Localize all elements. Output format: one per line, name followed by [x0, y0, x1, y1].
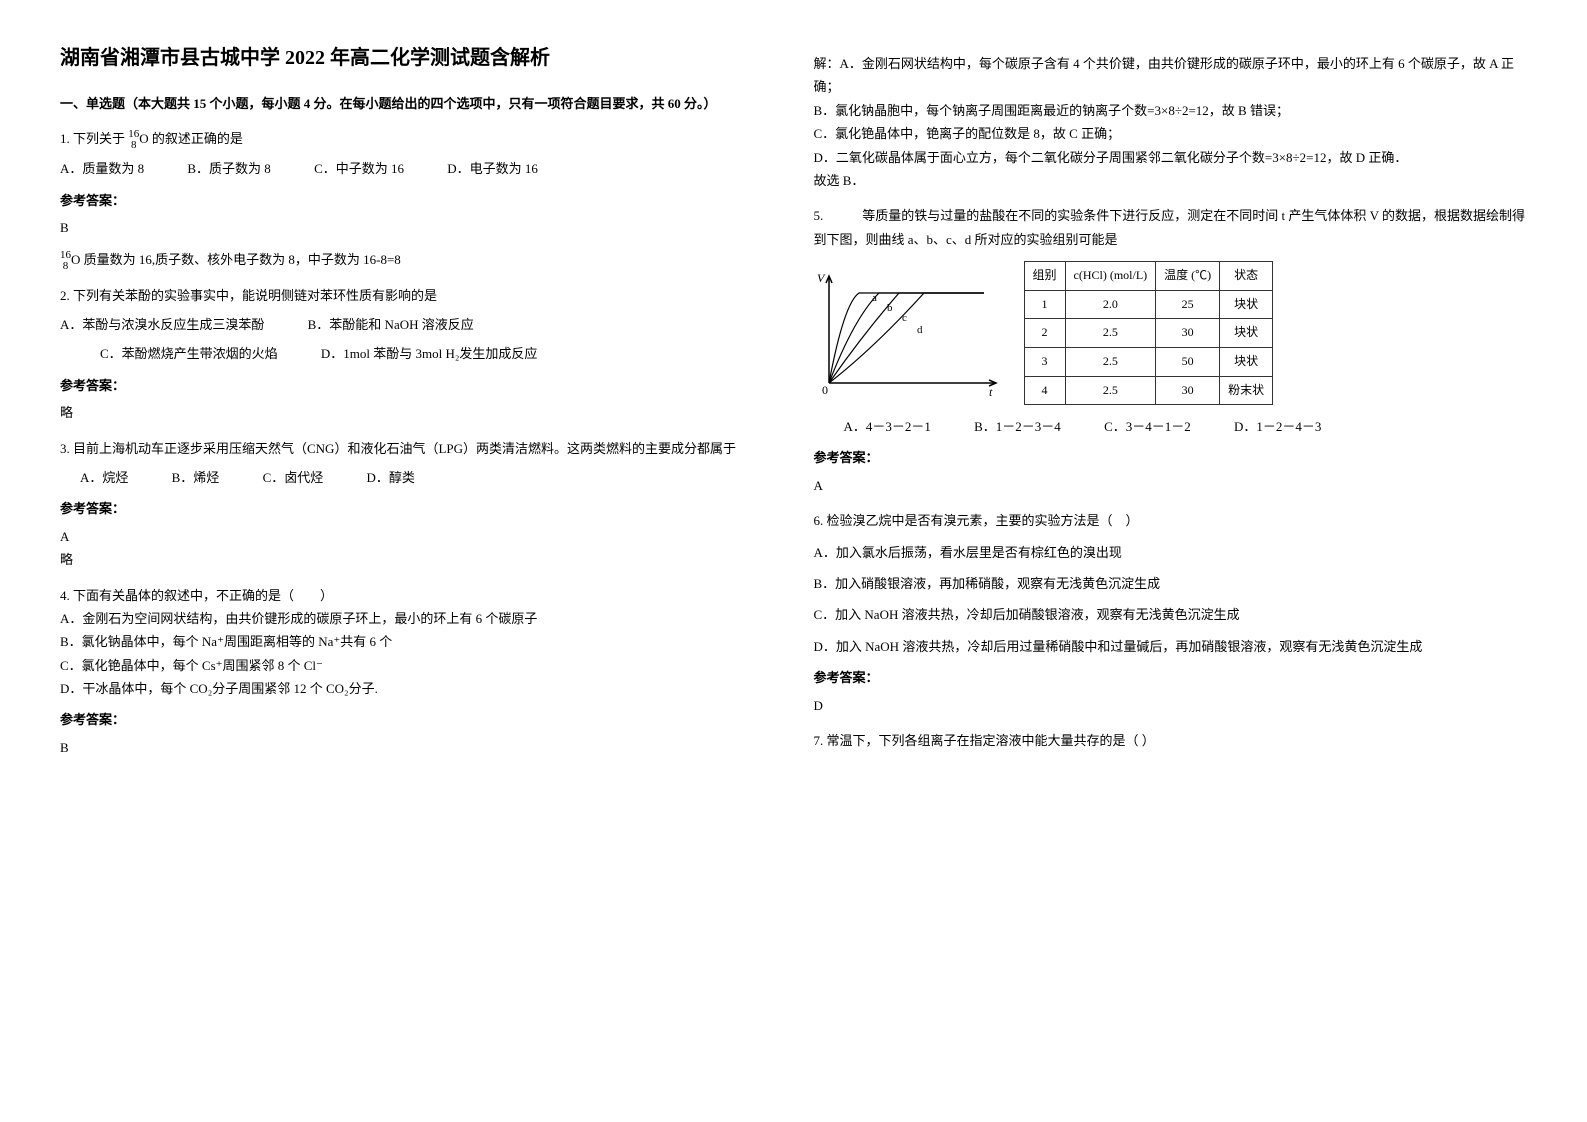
q5-answer: A — [814, 474, 1528, 497]
svg-text:0: 0 — [822, 383, 828, 397]
th-concentration: c(HCl) (mol/L) — [1065, 262, 1156, 291]
q2-text: 2. 下列有关苯酚的实验事实中，能说明侧链对苯环性质有影响的是 — [60, 284, 774, 307]
page-title: 湖南省湘潭市县古城中学 2022 年高二化学测试题含解析 — [60, 40, 774, 76]
q4-opt-a: A．金刚石为空间网状结构，由共价键形成的碳原子环上，最小的环上有 6 个碳原子 — [60, 607, 774, 630]
q3-explain: 略 — [60, 548, 774, 571]
question-5: 5. 等质量的铁与过量的盐酸在不同的实验条件下进行反应，测定在不同时间 t 产生… — [814, 204, 1528, 497]
th-group: 组别 — [1024, 262, 1065, 291]
q5-answer-label: 参考答案： — [814, 446, 1528, 469]
table-cell: 块状 — [1220, 290, 1273, 319]
q1-opt-d: D．电子数为 16 — [447, 157, 538, 180]
q4-explanation: 解：A．金刚石网状结构中，每个碳原子含有 4 个共价键，由共价键形成的碳原子环中… — [814, 52, 1528, 192]
q1-explain: 168O ¹⁶₈O 质量数为 16,质子数、核外电子数为 8，中子数为 16-8… — [60, 248, 774, 272]
q5-text: 5. 等质量的铁与过量的盐酸在不同的实验条件下进行反应，测定在不同时间 t 产生… — [814, 204, 1528, 251]
q3-answer: A — [60, 525, 774, 548]
section-header: 一、单选题（本大题共 15 个小题，每小题 4 分。在每小题给出的四个选项中，只… — [60, 92, 774, 115]
table-cell: 1 — [1024, 290, 1065, 319]
question-4: 4. 下面有关晶体的叙述中，不正确的是（ ） A．金刚石为空间网状结构，由共价键… — [60, 584, 774, 760]
q1-opt-a: A．质量数为 8 — [60, 157, 144, 180]
q6-opt-a: A．加入氯水后振荡，看水层里是否有棕红色的溴出现 — [814, 541, 1528, 564]
q1-text: 1. 下列关于 168O 的叙述正确的是 — [60, 127, 774, 151]
table-row: 32.550块状 — [1024, 347, 1273, 376]
table-cell: 2.5 — [1065, 347, 1156, 376]
q5-opt-a: A．4－3－2－1 — [844, 415, 931, 438]
q3-answer-label: 参考答案： — [60, 497, 774, 520]
q3-opt-b: B．烯烃 — [172, 466, 220, 489]
q6-text: 6. 检验溴乙烷中是否有溴元素，主要的实验方法是（ ） — [814, 509, 1528, 532]
q5-opt-c: C．3－4－1－2 — [1104, 415, 1191, 438]
table-row: 12.025块状 — [1024, 290, 1273, 319]
q4-explain-b: B．氯化钠晶胞中，每个钠离子周围距离最近的钠离子个数=3×8÷2=12，故 B … — [814, 99, 1528, 122]
q4-explain-c: C．氯化铯晶体中，铯离子的配位数是 8，故 C 正确； — [814, 122, 1528, 145]
table-cell: 25 — [1156, 290, 1220, 319]
isotope-symbol: 168 — [128, 129, 139, 151]
th-state: 状态 — [1220, 262, 1273, 291]
q1-options: A．质量数为 8 B．质子数为 8 C．中子数为 16 D．电子数为 16 — [60, 157, 774, 180]
th-temperature: 温度 (℃) — [1156, 262, 1220, 291]
question-3: 3. 目前上海机动车正逐步采用压缩天然气（CNG）和液化石油气（LPG）两类清洁… — [60, 437, 774, 572]
q2-opt-a: A．苯酚与浓溴水反应生成三溴苯酚 — [60, 313, 264, 336]
table-row: 42.530粉末状 — [1024, 376, 1273, 405]
q5-line-chart: V t 0 a b c d — [814, 268, 1004, 398]
svg-text:t: t — [989, 385, 993, 398]
table-cell: 30 — [1156, 319, 1220, 348]
table-cell: 50 — [1156, 347, 1220, 376]
q3-opt-c: C．卤代烃 — [263, 466, 324, 489]
q2-opt-d: D．1mol 苯酚与 3mol H₂发生加成反应 — [321, 342, 538, 365]
table-cell: 30 — [1156, 376, 1220, 405]
q5-opt-d: D．1－2－4－3 — [1234, 415, 1321, 438]
question-2: 2. 下列有关苯酚的实验事实中，能说明侧链对苯环性质有影响的是 A．苯酚与浓溴水… — [60, 284, 774, 425]
q6-opt-c: C．加入 NaOH 溶液共热，冷却后加硝酸银溶液，观察有无浅黄色沉淀生成 — [814, 603, 1528, 626]
q2-options: A．苯酚与浓溴水反应生成三溴苯酚 B．苯酚能和 NaOH 溶液反应 — [60, 313, 774, 336]
table-row: 22.530块状 — [1024, 319, 1273, 348]
table-cell: 2 — [1024, 319, 1065, 348]
q2-answer: 略 — [60, 401, 774, 424]
q3-text: 3. 目前上海机动车正逐步采用压缩天然气（CNG）和液化石油气（LPG）两类清洁… — [60, 437, 774, 460]
table-cell: 块状 — [1220, 319, 1273, 348]
q4-explain-d: D．二氧化碳晶体属于面心立方，每个二氧化碳分子周围紧邻二氧化碳分子个数=3×8÷… — [814, 146, 1528, 169]
q6-opt-b: B．加入硝酸银溶液，再加稀硝酸，观察有无浅黄色沉淀生成 — [814, 572, 1528, 595]
q7-text: 7. 常温下，下列各组离子在指定溶液中能大量共存的是（ ） — [814, 729, 1528, 752]
q2-opt-b: B．苯酚能和 NaOH 溶液反应 — [308, 313, 474, 336]
q5-chart-row: V t 0 a b c d — [814, 261, 1528, 405]
q1-opt-c: C．中子数为 16 — [314, 157, 404, 180]
q3-options: A．烷烃 B．烯烃 C．卤代烃 D．醇类 — [80, 466, 774, 489]
table-cell: 3 — [1024, 347, 1065, 376]
q5-opt-b: B．1－2－3－4 — [974, 415, 1061, 438]
question-1: 1. 下列关于 168O 的叙述正确的是 A．质量数为 8 B．质子数为 8 C… — [60, 127, 774, 271]
table-header-row: 组别 c(HCl) (mol/L) 温度 (℃) 状态 — [1024, 262, 1273, 291]
q4-text: 4. 下面有关晶体的叙述中，不正确的是（ ） — [60, 584, 774, 607]
q3-opt-a: A．烷烃 — [80, 466, 128, 489]
q6-answer-label: 参考答案： — [814, 666, 1528, 689]
q1-answer: B — [60, 216, 774, 239]
q1-opt-b: B．质子数为 8 — [187, 157, 270, 180]
table-cell: 2.0 — [1065, 290, 1156, 319]
svg-text:V: V — [817, 271, 826, 285]
q5-options: A．4－3－2－1 B．1－2－3－4 C．3－4－1－2 D．1－2－4－3 — [844, 415, 1528, 438]
table-cell: 2.5 — [1065, 376, 1156, 405]
q5-data-table: 组别 c(HCl) (mol/L) 温度 (℃) 状态 12.025块状22.5… — [1024, 261, 1274, 405]
table-cell: 块状 — [1220, 347, 1273, 376]
q1-answer-label: 参考答案： — [60, 189, 774, 212]
q4-opt-d: D．干冰晶体中，每个 CO₂分子周围紧邻 12 个 CO₂分子. — [60, 677, 774, 700]
q3-opt-d: D．醇类 — [366, 466, 414, 489]
q4-opt-c: C．氯化铯晶体中，每个 Cs⁺周围紧邻 8 个 Cl⁻ — [60, 654, 774, 677]
q2-opt-c: C．苯酚燃烧产生带浓烟的火焰 — [100, 342, 278, 365]
q4-explain-conclusion: 故选 B． — [814, 169, 1528, 192]
question-7: 7. 常温下，下列各组离子在指定溶液中能大量共存的是（ ） — [814, 729, 1528, 752]
q4-explain-a: 解：A．金刚石网状结构中，每个碳原子含有 4 个共价键，由共价键形成的碳原子环中… — [814, 52, 1528, 99]
q2-answer-label: 参考答案： — [60, 374, 774, 397]
question-6: 6. 检验溴乙烷中是否有溴元素，主要的实验方法是（ ） A．加入氯水后振荡，看水… — [814, 509, 1528, 717]
q6-opt-d: D．加入 NaOH 溶液共热，冷却后用过量稀硝酸中和过量碱后，再加硝酸银溶液，观… — [814, 635, 1528, 658]
q4-answer-label: 参考答案： — [60, 708, 774, 731]
table-cell: 2.5 — [1065, 319, 1156, 348]
table-cell: 4 — [1024, 376, 1065, 405]
q4-answer: B — [60, 736, 774, 759]
table-cell: 粉末状 — [1220, 376, 1273, 405]
q4-opt-b: B．氯化钠晶体中，每个 Na⁺周围距离相等的 Na⁺共有 6 个 — [60, 630, 774, 653]
svg-text:d: d — [917, 324, 923, 336]
q6-answer: D — [814, 694, 1528, 717]
